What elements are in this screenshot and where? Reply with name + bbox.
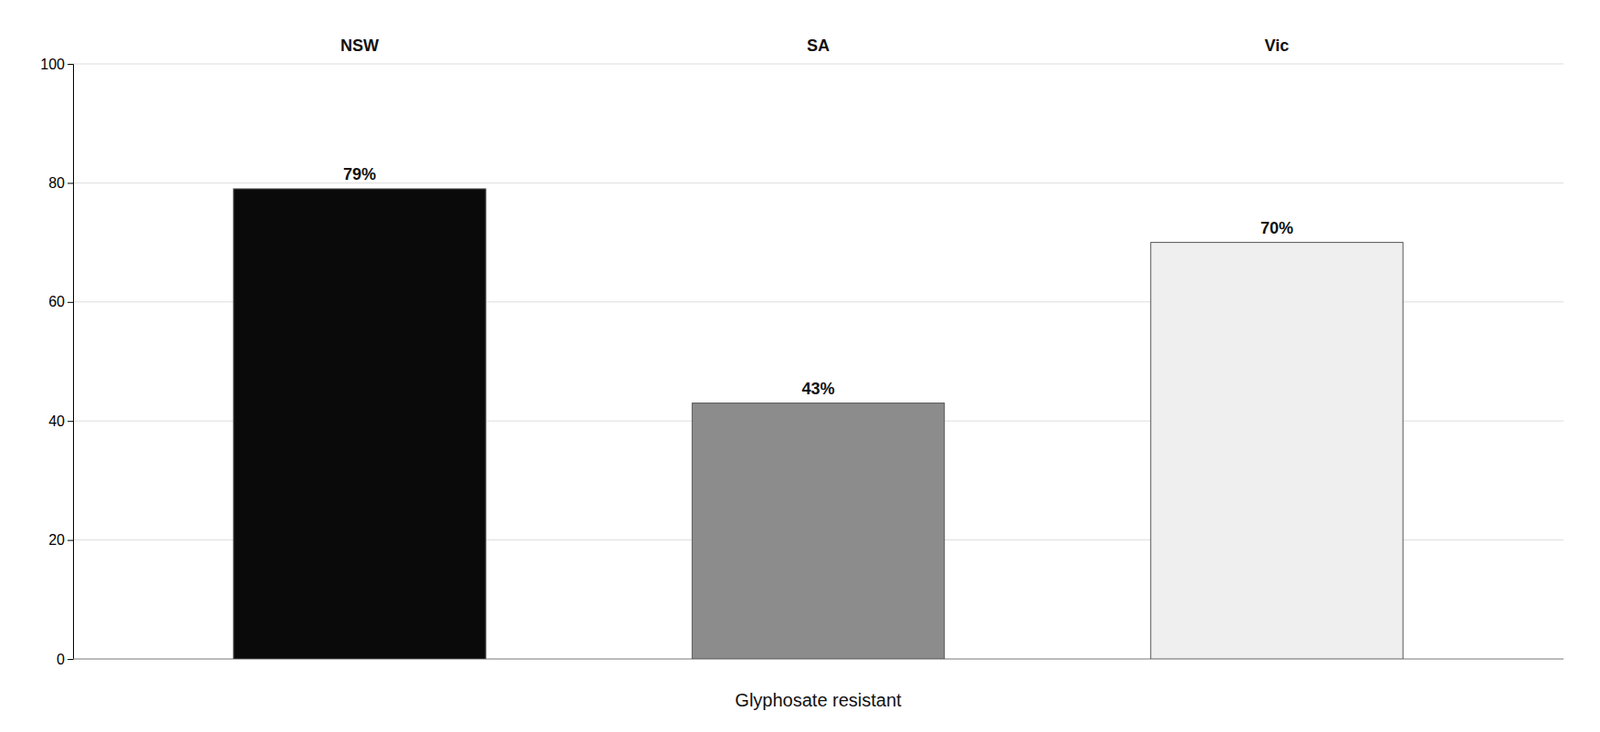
y-tick-mark <box>67 302 74 304</box>
grid-line <box>73 63 1564 65</box>
bar <box>1150 242 1403 659</box>
y-tick-label: 100 <box>40 56 65 73</box>
y-tick-mark <box>67 420 74 422</box>
y-tick-mark <box>67 540 74 542</box>
y-tick-mark <box>67 63 74 65</box>
grid <box>73 63 1564 659</box>
y-tick-mark <box>67 182 74 184</box>
y-tick: 80 <box>48 175 74 191</box>
y-tick: 60 <box>48 293 74 310</box>
category-label: SA <box>806 36 830 55</box>
data-label: 79% <box>343 165 377 184</box>
chart-container: 0 20 40 60 80 100 NSW SA Vic 79% 43% 70% Glyphosate … <box>0 0 1600 732</box>
x-tick: NSW <box>340 36 379 55</box>
y-tick: 100 <box>40 56 74 73</box>
chart-svg: 0 20 40 60 80 100 NSW SA Vic 79% 43% 70% Glyphosate … <box>0 0 1600 732</box>
data-label: 70% <box>1260 219 1294 238</box>
y-axis-line <box>67 64 74 660</box>
y-tick-label: 60 <box>48 293 65 310</box>
y-tick: 20 <box>48 532 74 548</box>
bars <box>233 188 1403 659</box>
category-label: NSW <box>340 36 379 55</box>
x-tick: Vic <box>1265 36 1290 55</box>
data-label: 43% <box>801 379 835 398</box>
x-axis: NSW SA Vic <box>340 36 1289 55</box>
bar <box>233 188 486 659</box>
grid-line <box>73 182 1564 184</box>
plot-area: 0 20 40 60 80 100 NSW SA Vic 79% 43% 70% <box>40 36 1564 668</box>
y-tick-mark <box>67 658 74 660</box>
y-tick: 40 <box>48 413 74 429</box>
y-tick: 0 <box>56 651 74 668</box>
x-axis-title: Glyphosate resistant <box>734 690 902 711</box>
y-axis: 0 20 40 60 80 100 <box>40 56 74 668</box>
data-labels: 79% 43% 70% <box>343 165 1294 398</box>
category-label: Vic <box>1265 36 1290 55</box>
y-tick-label: 40 <box>48 413 65 429</box>
y-tick-label: 20 <box>48 532 65 548</box>
x-tick: SA <box>806 36 830 55</box>
bar <box>691 403 944 659</box>
y-tick-label: 80 <box>48 175 65 191</box>
y-tick-label: 0 <box>56 651 65 668</box>
